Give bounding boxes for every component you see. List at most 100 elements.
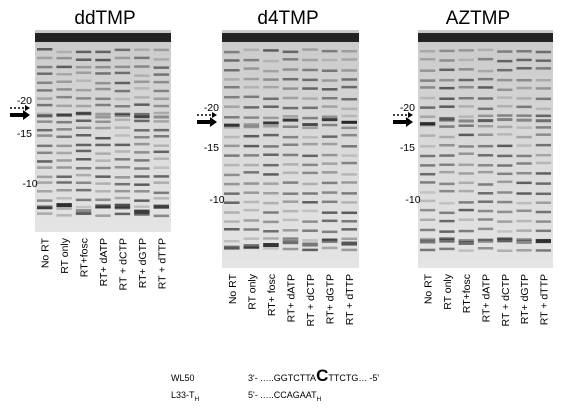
band	[56, 135, 72, 139]
band	[516, 50, 532, 53]
band	[75, 50, 92, 54]
band	[439, 135, 455, 139]
band	[282, 135, 299, 139]
band	[458, 78, 474, 82]
band	[243, 208, 260, 212]
band	[341, 248, 357, 252]
band	[535, 161, 551, 165]
band	[75, 79, 92, 83]
well-band	[35, 33, 171, 42]
band	[153, 58, 169, 61]
band	[243, 237, 260, 240]
band	[420, 248, 436, 252]
band	[516, 105, 532, 109]
band	[134, 151, 150, 154]
band	[439, 182, 455, 186]
band	[243, 116, 260, 119]
panel-title: AZTMP	[446, 8, 510, 29]
band	[458, 201, 474, 204]
band	[224, 105, 240, 108]
band	[56, 214, 72, 217]
band	[95, 112, 111, 116]
band	[37, 48, 53, 51]
band	[458, 85, 474, 89]
band	[439, 230, 455, 233]
band	[37, 72, 53, 75]
solid-arrow	[197, 117, 217, 127]
band	[134, 190, 150, 193]
band	[458, 152, 474, 155]
band	[134, 80, 150, 84]
band	[114, 158, 131, 161]
band	[75, 173, 92, 177]
band	[224, 126, 240, 129]
band	[535, 143, 551, 147]
band	[497, 210, 513, 214]
band	[37, 112, 53, 116]
band	[263, 237, 279, 240]
size-marker: -10	[405, 194, 420, 206]
lane-label: No RT	[423, 273, 435, 304]
bottom-band	[263, 243, 279, 248]
band	[321, 211, 338, 214]
band	[263, 125, 279, 128]
band	[282, 50, 299, 54]
band	[37, 212, 53, 215]
band	[114, 212, 131, 216]
band	[477, 97, 494, 100]
band	[477, 209, 494, 213]
strong-band	[477, 119, 494, 123]
band	[516, 86, 532, 90]
band	[37, 160, 53, 163]
band	[477, 218, 494, 221]
band	[224, 163, 240, 167]
band	[497, 50, 513, 53]
band	[263, 97, 279, 101]
band	[282, 58, 299, 61]
lane-label: RT only	[59, 237, 71, 274]
lane-label: RT + dTTP	[156, 238, 168, 289]
band	[37, 175, 53, 179]
band	[95, 166, 111, 170]
band	[75, 71, 92, 74]
band	[341, 201, 357, 204]
bottom-band	[224, 245, 240, 250]
band	[56, 188, 72, 192]
band	[134, 135, 150, 139]
band	[477, 192, 494, 195]
band	[535, 78, 551, 82]
band	[114, 176, 131, 179]
band	[114, 118, 131, 121]
band	[95, 214, 111, 217]
band	[458, 58, 474, 62]
bottom-band	[282, 240, 299, 245]
band	[535, 153, 551, 157]
band	[420, 69, 436, 72]
band	[153, 48, 169, 52]
bottom-band	[75, 209, 92, 214]
band	[439, 170, 455, 174]
band	[420, 49, 436, 53]
band	[458, 49, 474, 52]
strong-band	[535, 119, 551, 123]
solid-arrow	[10, 110, 30, 120]
band	[477, 164, 494, 167]
band	[56, 50, 72, 54]
band	[458, 68, 474, 71]
band	[56, 128, 72, 131]
band	[263, 105, 279, 108]
band	[420, 106, 436, 109]
band	[75, 104, 92, 108]
band	[341, 69, 357, 72]
band	[75, 143, 92, 147]
band	[114, 56, 131, 60]
size-marker: -20	[17, 95, 32, 107]
band	[134, 96, 150, 99]
band	[114, 189, 131, 193]
band	[95, 50, 111, 54]
band	[263, 220, 279, 224]
band	[153, 89, 169, 93]
band	[37, 144, 53, 148]
band	[114, 97, 131, 101]
band	[321, 105, 338, 108]
